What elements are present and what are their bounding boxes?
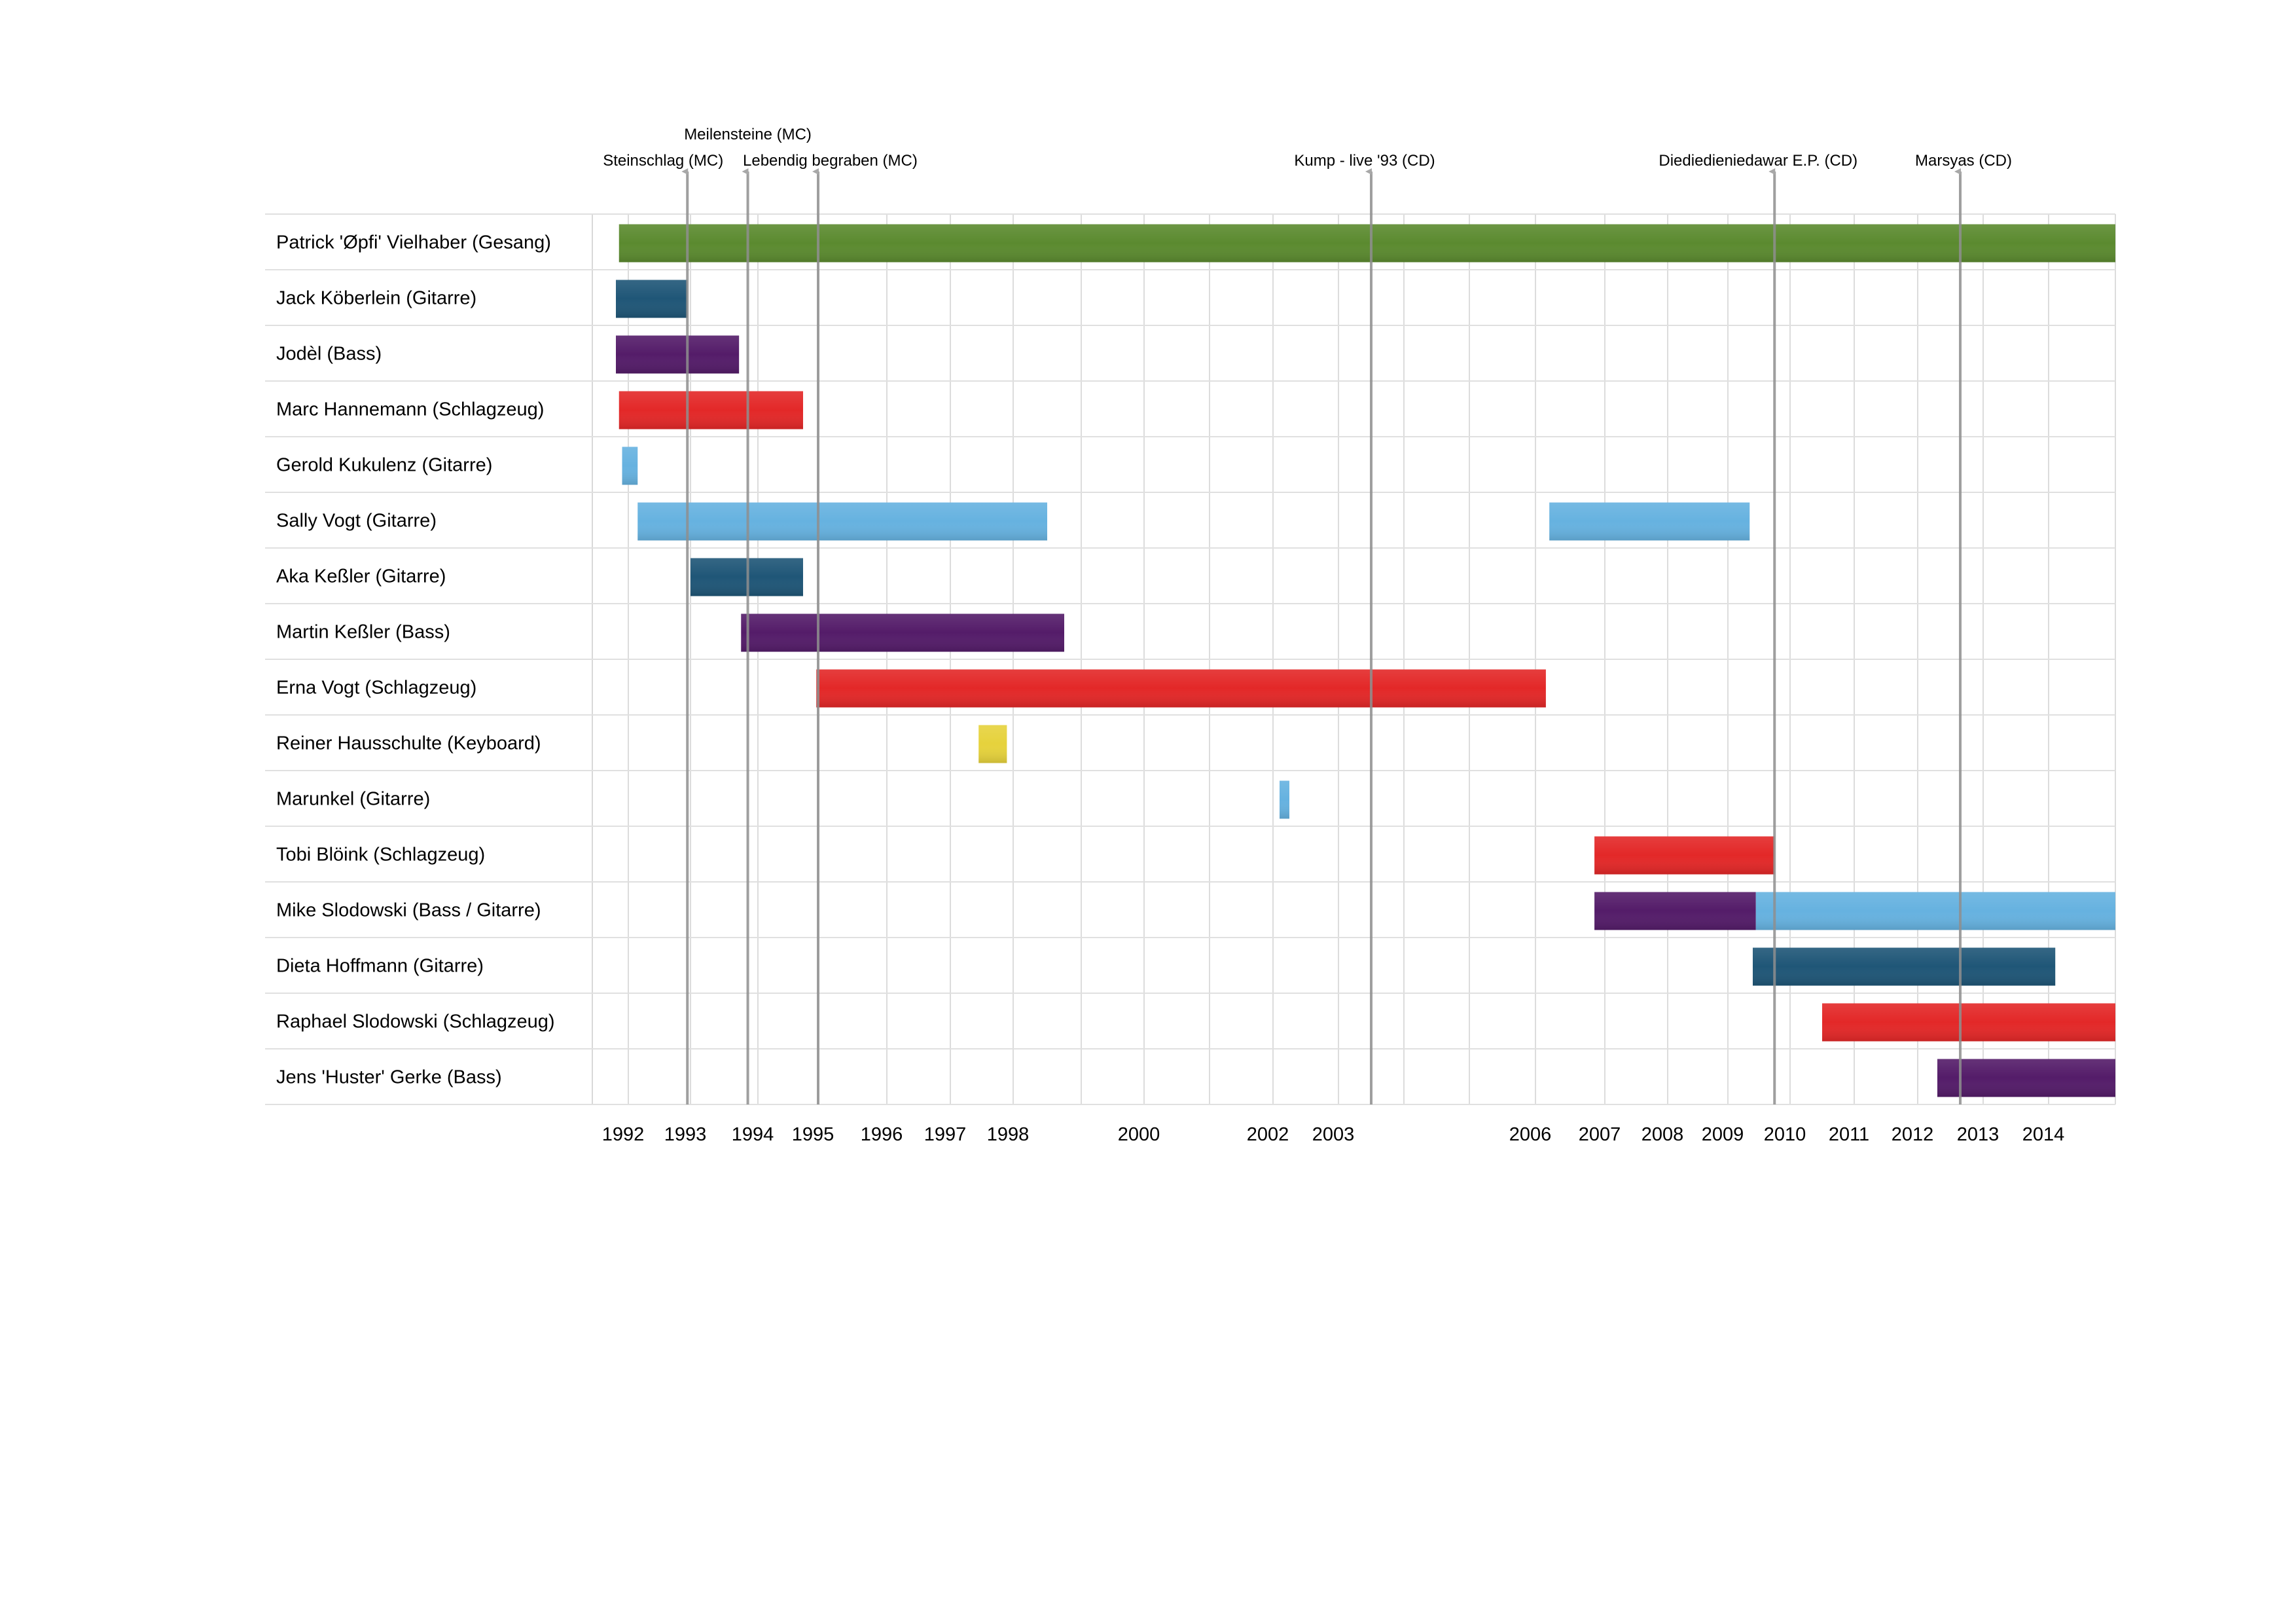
bar-shade [1549, 502, 1750, 541]
row-label-marc-hannemann-schlagzeug: Marc Hannemann (Schlagzeug) [276, 399, 544, 420]
row-label-dieta-hoffmann-gitarre: Dieta Hoffmann (Gitarre) [276, 956, 484, 977]
row-label-marunkel-gitarre: Marunkel (Gitarre) [276, 789, 430, 810]
x-tick-label-2000: 2000 [1118, 1124, 1160, 1145]
release-label-lebendig-begraben-mc: Lebendig begraben (MC) [743, 152, 918, 170]
bar-erna-vogt-schlagzeug [816, 669, 1546, 708]
bar-shade [1280, 780, 1289, 819]
row-label-gerold-kukulenz-gitarre: Gerold Kukulenz (Gitarre) [276, 455, 492, 476]
bar-reiner-hausschulte-keyboard [978, 725, 1007, 763]
bar-gerold-kukulenz-gitarre [622, 447, 638, 485]
bar-shade [816, 669, 1546, 708]
row-label-erna-vogt-schlagzeug: Erna Vogt (Schlagzeug) [276, 678, 476, 699]
bar-tobi-bl-ink-schlagzeug [1594, 836, 1775, 875]
x-tick-label-2007: 2007 [1579, 1124, 1621, 1145]
row-label-jod-l-bass: Jodèl (Bass) [276, 344, 382, 365]
x-tick-label-1998: 1998 [987, 1124, 1030, 1145]
year-axis: 1992 1993 1994 1995 1996 1997 1998 2000 2002 2003… [602, 1124, 2065, 1145]
release-label-meilensteine-mc: Meilensteine (MC) [684, 126, 812, 143]
x-tick-label-1995: 1995 [792, 1124, 834, 1145]
bar-shade [1753, 947, 2056, 986]
row-label-tobi-bl-ink-schlagzeug: Tobi Blöink (Schlagzeug) [276, 845, 485, 866]
row-label-reiner-hausschulte-keyboard: Reiner Hausschulte (Keyboard) [276, 733, 541, 754]
x-tick-label-2008: 2008 [1641, 1124, 1684, 1145]
bar-shade [619, 391, 803, 429]
bar-shade [978, 725, 1007, 763]
bar-raphael-slodowski-schlagzeug [1822, 1003, 2115, 1042]
bar-sally-vogt-gitarre-2 [1549, 502, 1750, 541]
x-tick-label-1992: 1992 [602, 1124, 645, 1145]
bar-shade [1937, 1059, 2115, 1097]
x-tick-label-2012: 2012 [1892, 1124, 1934, 1145]
x-tick-label-2013: 2013 [1957, 1124, 2000, 1145]
bar-shade [1822, 1003, 2115, 1042]
x-tick-label-2014: 2014 [2022, 1124, 2065, 1145]
bar-mike-slodowski-bass-gitarre-2 [1755, 892, 2115, 930]
bar-shade [616, 335, 740, 374]
x-tick-label-1996: 1996 [861, 1124, 903, 1145]
x-tick-label-2011: 2011 [1829, 1124, 1869, 1145]
row-label-raphael-slodowski-schlagzeug: Raphael Slodowski (Schlagzeug) [276, 1012, 555, 1032]
x-tick-label-1997: 1997 [924, 1124, 967, 1145]
bar-jens-huster-gerke-bass [1937, 1059, 2115, 1097]
release-label-diediedieniedawar-e-p-cd: Diediedieniedawar E.P. (CD) [1659, 152, 1857, 170]
bar-jod-l-bass [616, 335, 740, 374]
x-tick-label-1993: 1993 [664, 1124, 707, 1145]
row-table: Patrick 'Øpfi' Vielhaber (Gesang) Jack Kö… [265, 213, 2115, 1105]
row-label-mike-slodowski-bass-gitarre: Mike Slodowski (Bass / Gitarre) [276, 900, 541, 921]
bar-layer [616, 224, 2115, 1097]
bar-jack-k-berlein-gitarre [616, 280, 688, 318]
bar-shade [619, 224, 2115, 263]
bar-shade [637, 502, 1047, 541]
bar-dieta-hoffmann-gitarre [1753, 947, 2056, 986]
bar-patrick-pfi-vielhaber-gesang [619, 224, 2115, 263]
bar-shade [741, 613, 1064, 652]
bar-shade [1594, 836, 1775, 875]
row-label-martin-ke-ler-bass: Martin Keßler (Bass) [276, 622, 450, 643]
x-tick-label-2009: 2009 [1702, 1124, 1744, 1145]
bar-martin-ke-ler-bass [741, 613, 1064, 652]
row-label-jack-k-berlein-gitarre: Jack Köberlein (Gitarre) [276, 288, 476, 309]
x-tick-label-2006: 2006 [1509, 1124, 1552, 1145]
bar-shade [622, 447, 638, 485]
x-tick-label-2010: 2010 [1764, 1124, 1806, 1145]
bar-marunkel-gitarre [1280, 780, 1289, 819]
x-tick-label-2003: 2003 [1312, 1124, 1355, 1145]
bar-shade [1755, 892, 2115, 930]
x-tick-label-1994: 1994 [732, 1124, 774, 1145]
row-label-sally-vogt-gitarre: Sally Vogt (Gitarre) [276, 511, 437, 532]
release-label-marsyas-cd: Marsyas (CD) [1915, 152, 2012, 170]
bar-shade [616, 280, 688, 318]
release-label-kump-live-93-cd: Kump - live '93 (CD) [1294, 152, 1435, 170]
bar-marc-hannemann-schlagzeug [619, 391, 803, 429]
x-tick-label-2002: 2002 [1247, 1124, 1289, 1145]
release-layer: Steinschlag (MC) Meilensteine (MC) Lebendi… [603, 126, 2012, 1104]
row-label-aka-ke-ler-gitarre: Aka Keßler (Gitarre) [276, 566, 446, 587]
bar-mike-slodowski-bass-gitarre-1 [1594, 892, 1756, 930]
bar-sally-vogt-gitarre-1 [637, 502, 1047, 541]
row-label-jens-huster-gerke-bass: Jens 'Huster' Gerke (Bass) [276, 1067, 502, 1088]
release-label-steinschlag-mc: Steinschlag (MC) [603, 152, 723, 170]
row-label-patrick-pfi-vielhaber-gesang: Patrick 'Øpfi' Vielhaber (Gesang) [276, 232, 551, 253]
bar-shade [1594, 892, 1756, 930]
